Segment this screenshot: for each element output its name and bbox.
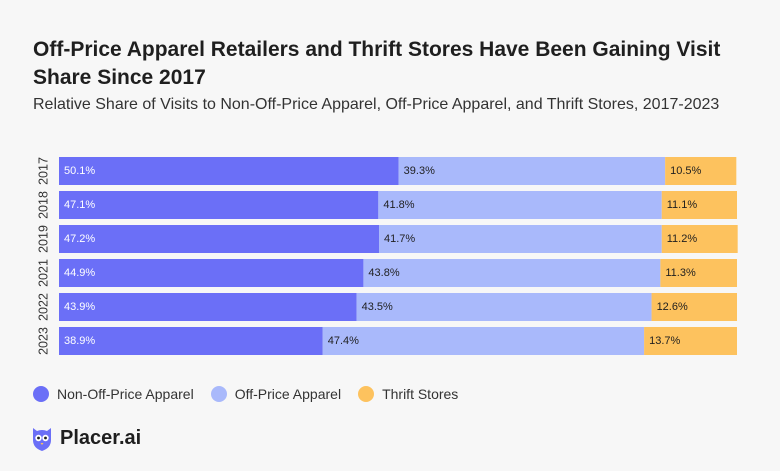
data-label-2017-1: 39.3% [404,165,435,177]
bar-segment-2018-2 [661,191,737,219]
data-label-2018-1: 41.8% [383,199,414,211]
data-label-2023-2: 13.7% [649,335,680,347]
bar-segment-2023-1 [322,327,645,355]
legend-label: Thrift Stores [382,386,459,402]
placer-owl-icon [33,428,51,451]
legend-swatch [210,386,227,402]
legend-swatch [33,386,49,402]
bar-segment-2019-0 [59,225,380,253]
data-label-2019-2: 11.2% [667,233,698,245]
data-label-2021-0: 44.9% [64,267,95,279]
bar-segment-2022-2 [651,293,737,321]
chart-title: Off-Price Apparel Retailers and Thrift S… [33,38,721,89]
bar-segment-2017-2 [665,157,737,185]
brand-name: Placer.ai [60,426,142,449]
data-label-2018-0: 47.1% [64,199,95,211]
stacked-bar-chart: 2017 50.1% 39.3% 10.5% 2018 47.1% 41.8% 11.1% 20… [36,157,738,355]
data-label-2023-1: 47.4% [328,335,359,347]
data-label-2019-0: 47.2% [64,233,95,245]
data-label-2017-0: 50.1% [64,165,95,177]
legend-item-off-price: Off-Price Apparel [210,386,342,402]
data-label-2022-0: 43.9% [64,301,95,313]
bar-segment-2017-0 [59,157,399,185]
bar-segment-2022-0 [59,293,357,321]
legend-label: Non-Off-Price Apparel [57,386,194,402]
year-label-2023: 2023 [36,327,50,355]
bar-segment-2018-1 [378,191,662,219]
bar-segment-2023-0 [59,327,323,355]
bar-segment-2018-0 [59,191,379,219]
legend-item-non-off-price: Non-Off-Price Apparel [33,386,194,402]
legend-swatch [358,386,375,402]
data-label-2021-1: 43.8% [368,267,399,279]
data-label-2021-2: 11.3% [665,267,696,279]
year-label-2017: 2017 [36,157,50,185]
legend-label: Off-Price Apparel [234,386,342,402]
bar-segment-2021-0 [59,259,364,287]
bar-segment-2021-2 [660,259,737,287]
year-label-2021: 2021 [36,259,50,287]
year-label-2019: 2019 [36,225,50,253]
year-label-2022: 2022 [36,293,50,321]
bar-segment-2022-1 [356,293,652,321]
year-label-2018: 2018 [36,191,50,219]
data-label-2017-2: 10.5% [670,165,701,177]
bar-segment-2023-2 [644,327,737,355]
data-label-2022-1: 43.5% [362,301,393,313]
bar-segment-2021-1 [363,259,661,287]
brand-logo: Placer.ai [30,424,141,452]
data-label-2018-2: 11.1% [667,199,698,211]
legend-item-thrift-stores: Thrift Stores [358,386,458,402]
bar-segment-2017-1 [398,157,666,185]
chart-subtitle: Relative Share of Visits to Non-Off-Pric… [33,96,720,113]
bar-segment-2019-1 [379,225,662,253]
data-label-2023-0: 38.9% [64,335,95,347]
data-label-2022-2: 12.6% [657,301,688,313]
legend: Non-Off-Price Apparel Off-Price Apparel … [33,386,475,402]
data-label-2019-1: 41.7% [384,233,415,245]
bar-segment-2019-2 [661,225,738,253]
